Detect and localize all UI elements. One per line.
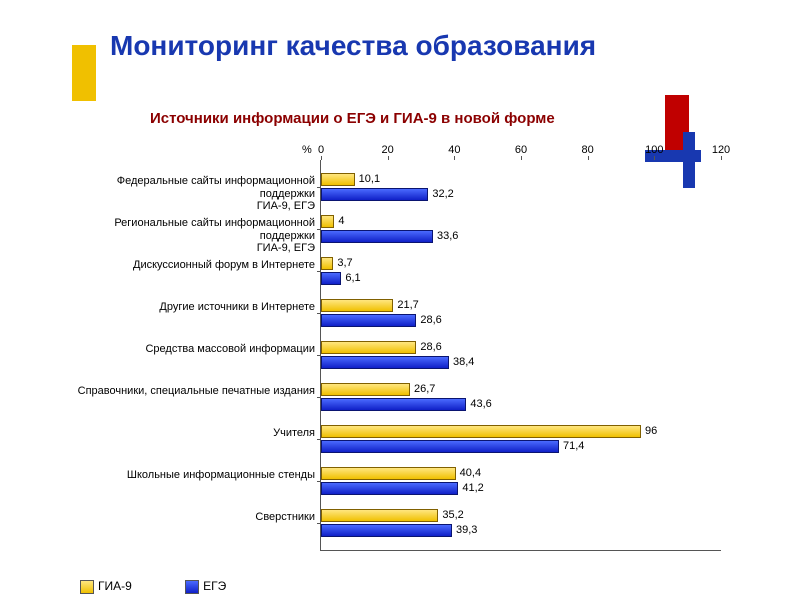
- deco-yellow-square: [72, 45, 96, 101]
- x-tick: 40: [448, 144, 460, 156]
- category-label: Учителя: [60, 427, 315, 440]
- legend-swatch-ege: [185, 580, 199, 594]
- value-label-gia9: 3,7: [337, 257, 352, 269]
- x-tick: 0: [318, 144, 324, 156]
- x-tick: 60: [515, 144, 527, 156]
- y-tick-mark: [317, 481, 321, 482]
- chart-container: % 0 20 40 60 80 100 120 10,1 32,2 4 33,6 3,7 6,1 21,7…: [60, 140, 760, 550]
- x-tick-mark: [721, 156, 722, 160]
- bar-gia9: [321, 509, 438, 522]
- page-title: Мониторинг качества образования: [110, 30, 596, 62]
- chart-subtitle: Источники информации о ЕГЭ и ГИА-9 в нов…: [150, 110, 555, 127]
- y-tick-mark: [317, 271, 321, 272]
- bar-ege: [321, 356, 449, 369]
- y-tick-mark: [317, 313, 321, 314]
- value-label-ege: 38,4: [453, 356, 474, 368]
- bar-gia9: [321, 467, 456, 480]
- bar-ege: [321, 524, 452, 537]
- category-label: Средства массовой информации: [60, 343, 315, 356]
- category-label: Дискуссионный форум в Интернете: [60, 259, 315, 272]
- value-label-gia9: 10,1: [359, 173, 380, 185]
- legend-item-ege: ЕГЭ: [185, 579, 226, 594]
- bar-ege: [321, 314, 416, 327]
- bar-gia9: [321, 173, 355, 186]
- x-tick-mark: [521, 156, 522, 160]
- bar-ege: [321, 272, 341, 285]
- value-label-ege: 28,6: [420, 314, 441, 326]
- bar-gia9: [321, 215, 334, 228]
- value-label-gia9: 96: [645, 425, 657, 437]
- x-tick: 20: [382, 144, 394, 156]
- value-label-gia9: 4: [338, 215, 344, 227]
- x-tick: 80: [582, 144, 594, 156]
- value-label-gia9: 40,4: [460, 467, 481, 479]
- category-label: Справочники, специальные печатные издани…: [60, 385, 315, 398]
- legend-label-gia9: ГИА-9: [98, 579, 132, 593]
- category-label: Другие источники в Интернете: [60, 301, 315, 314]
- x-tick-mark: [454, 156, 455, 160]
- y-tick-mark: [317, 229, 321, 230]
- legend-swatch-gia9: [80, 580, 94, 594]
- value-label-ege: 41,2: [462, 482, 483, 494]
- bar-ege: [321, 398, 466, 411]
- value-label-gia9: 26,7: [414, 383, 435, 395]
- y-tick-mark: [317, 397, 321, 398]
- slide-root: Мониторинг качества образования Источник…: [0, 0, 800, 600]
- x-tick-mark: [588, 156, 589, 160]
- value-label-ege: 32,2: [432, 188, 453, 200]
- category-label: Сверстники: [60, 511, 315, 524]
- bar-ege: [321, 188, 428, 201]
- x-tick-mark: [321, 156, 322, 160]
- value-label-ege: 43,6: [470, 398, 491, 410]
- x-tick-mark: [654, 156, 655, 160]
- bar-gia9: [321, 257, 333, 270]
- bar-gia9: [321, 299, 393, 312]
- value-label-ege: 6,1: [345, 272, 360, 284]
- category-label: Федеральные сайты информационной поддерж…: [60, 175, 315, 213]
- value-label-ege: 33,6: [437, 230, 458, 242]
- legend-item-gia9: ГИА-9: [80, 579, 132, 594]
- y-axis-unit-label: %: [302, 144, 312, 156]
- x-tick: 100: [645, 144, 663, 156]
- bar-ege: [321, 482, 458, 495]
- y-tick-mark: [317, 355, 321, 356]
- value-label-ege: 71,4: [563, 440, 584, 452]
- bar-gia9: [321, 383, 410, 396]
- bar-ege: [321, 230, 433, 243]
- category-label: Школьные информационные стенды: [60, 469, 315, 482]
- value-label-gia9: 28,6: [420, 341, 441, 353]
- x-tick-mark: [388, 156, 389, 160]
- category-label: Региональные сайты информационной поддер…: [60, 217, 315, 255]
- y-tick-mark: [317, 523, 321, 524]
- title-text: Мониторинг качества образования: [110, 30, 596, 61]
- bar-gia9: [321, 425, 641, 438]
- legend: ГИА-9 ЕГЭ: [80, 579, 276, 594]
- value-label-gia9: 35,2: [442, 509, 463, 521]
- y-tick-mark: [317, 187, 321, 188]
- subtitle-text: Источники информации о ЕГЭ и ГИА-9 в нов…: [150, 110, 555, 127]
- legend-label-ege: ЕГЭ: [203, 579, 226, 593]
- bar-ege: [321, 440, 559, 453]
- value-label-gia9: 21,7: [397, 299, 418, 311]
- y-tick-mark: [317, 439, 321, 440]
- bar-gia9: [321, 341, 416, 354]
- plot-area: 02040608010012010,132,2433,63,76,121,728…: [320, 160, 721, 551]
- x-tick: 120: [712, 144, 730, 156]
- value-label-ege: 39,3: [456, 524, 477, 536]
